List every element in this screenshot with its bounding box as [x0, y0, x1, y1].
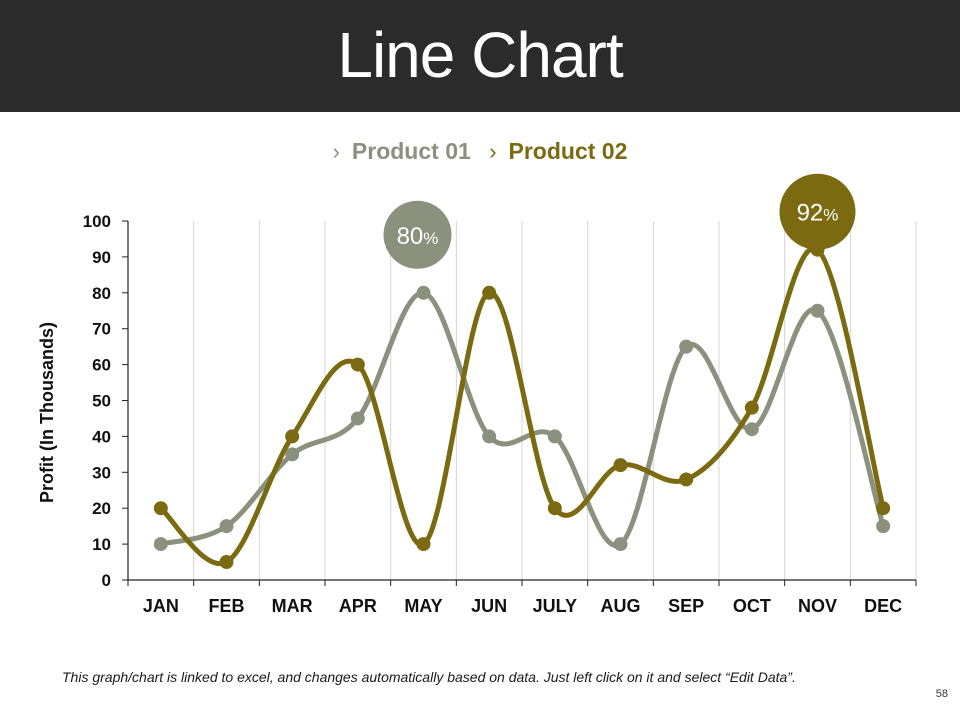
data-point — [810, 303, 825, 318]
annotation-label: 92% — [797, 200, 839, 227]
data-point — [416, 537, 431, 552]
x-tick-label: APR — [339, 596, 377, 616]
title-bar: Line Chart — [0, 0, 960, 112]
data-point — [744, 400, 759, 415]
data-point — [153, 501, 168, 516]
data-point — [613, 537, 628, 552]
annotation-bubble: 92% — [779, 173, 856, 250]
slide-title: Line Chart — [337, 19, 623, 91]
data-point — [482, 429, 497, 444]
x-tick-label: MAY — [404, 596, 442, 616]
y-axis-ticks: 0 10 20 30 40 50 60 70 80 90 100 — [83, 212, 128, 590]
x-tick-label: OCT — [733, 596, 771, 616]
x-tick-label: JAN — [143, 596, 179, 616]
data-point — [153, 537, 168, 552]
data-point — [285, 447, 300, 462]
x-tick-label: SEP — [668, 596, 704, 616]
x-tick-label: JULY — [533, 596, 577, 616]
legend-label-product-01: Product 01 — [351, 138, 471, 164]
y-tick-label: 30 — [92, 463, 111, 482]
data-point — [482, 285, 497, 300]
data-point — [350, 411, 365, 426]
legend-item-product-01: › Product 01 — [333, 138, 471, 165]
y-tick-label: 60 — [92, 356, 111, 375]
y-tick-label: 80 — [92, 284, 111, 303]
data-point — [547, 429, 562, 444]
y-tick-label: 100 — [83, 212, 111, 231]
annotation-unit: % — [823, 206, 838, 225]
y-tick-label: 90 — [92, 248, 111, 267]
annotation-value: 92 — [797, 200, 824, 227]
y-tick-label: 20 — [92, 499, 111, 518]
data-point — [876, 519, 891, 534]
annotation-label: 80% — [397, 223, 439, 250]
gridlines — [193, 221, 917, 580]
y-tick-label: 10 — [92, 535, 111, 554]
data-point — [416, 285, 431, 300]
x-axis-ticks: JAN FEB MAR APR MAY JUN JULY AUG SEP OCT NOV DEC — [127, 580, 917, 616]
x-tick-label: FEB — [209, 596, 245, 616]
data-point — [744, 422, 759, 437]
chart-legend: › Product 01 › Product 02 — [0, 138, 960, 165]
x-tick-label: AUG — [601, 596, 641, 616]
x-tick-label: JUN — [471, 596, 507, 616]
y-axis-label: Profit (In Thousands) — [37, 322, 57, 503]
chevron-right-icon: › — [489, 139, 497, 164]
data-point — [285, 429, 300, 444]
data-point — [613, 458, 628, 473]
data-point — [876, 501, 891, 516]
series-points-product-01 — [153, 285, 891, 552]
footer-note: This graph/chart is linked to excel, and… — [62, 669, 796, 685]
data-point — [350, 357, 365, 372]
x-tick-label: DEC — [864, 596, 902, 616]
y-tick-label: 40 — [92, 427, 111, 446]
annotation-circle — [779, 173, 856, 250]
legend-label-product-02: Product 02 — [508, 138, 628, 164]
annotation-unit: % — [423, 229, 438, 248]
legend-item-product-02: › Product 02 — [489, 138, 627, 165]
series-points-product-02 — [153, 242, 891, 570]
y-tick-label: 50 — [92, 392, 111, 411]
data-point — [219, 555, 234, 570]
y-tick-label: 0 — [102, 571, 111, 590]
data-point — [219, 519, 234, 534]
annotation-bubble: 80% — [383, 200, 452, 269]
annotation-value: 80 — [397, 223, 424, 250]
x-tick-label: NOV — [798, 596, 837, 616]
data-point — [679, 472, 694, 487]
chevron-right-icon: › — [332, 139, 340, 164]
data-point — [547, 501, 562, 516]
data-point — [679, 339, 694, 354]
x-tick-label: MAR — [272, 596, 313, 616]
y-tick-label: 70 — [92, 320, 111, 339]
annotation-circle — [383, 200, 452, 269]
page-number: 58 — [935, 688, 948, 700]
